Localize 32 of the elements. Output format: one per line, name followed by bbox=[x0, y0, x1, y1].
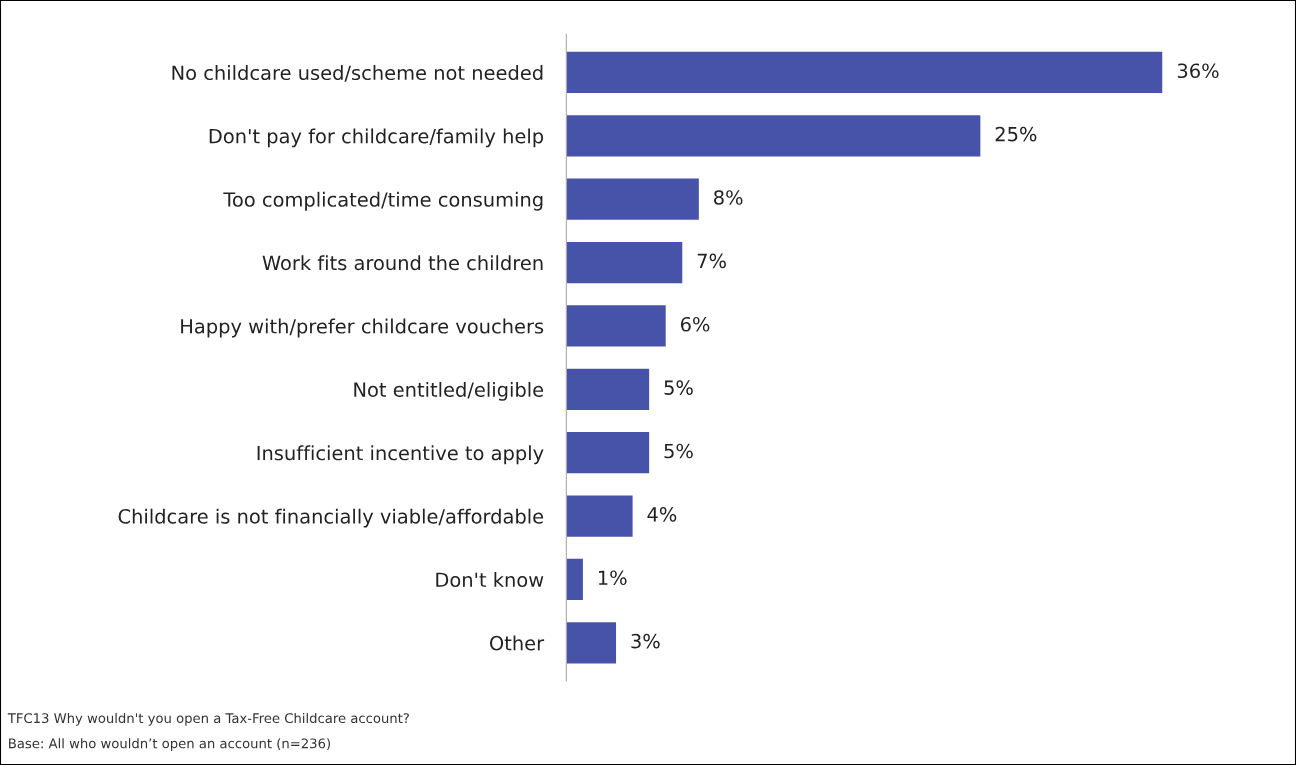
y-tick-label: Not entitled/eligible bbox=[354, 381, 544, 401]
data-label: 7% bbox=[697, 253, 726, 269]
bar bbox=[566, 178, 699, 220]
bar bbox=[566, 622, 617, 664]
data-label: 5% bbox=[664, 443, 693, 459]
text: TFC13 Why wouldn't you open a Tax-Free Childcare account? bbox=[7, 712, 409, 726]
data-label: 6% bbox=[680, 316, 710, 332]
data-label: 3% bbox=[631, 633, 660, 649]
data-label: 4% bbox=[647, 507, 677, 522]
bar bbox=[566, 115, 981, 157]
bar bbox=[566, 558, 583, 601]
bar bbox=[566, 495, 633, 537]
data-label: 1% bbox=[598, 570, 627, 586]
bar bbox=[566, 368, 650, 410]
y-tick-label: Don't pay for childcare/family help bbox=[209, 128, 544, 148]
bar bbox=[566, 241, 683, 284]
text: Base: All who wouldn’t open an account (n=236) bbox=[9, 738, 330, 751]
bar bbox=[566, 305, 666, 347]
y-tick-label: Childcare is not financially viable/affordable bbox=[118, 508, 544, 528]
y-tick-label: No childcare used/scheme not needed bbox=[172, 65, 543, 82]
data-label: 8% bbox=[714, 190, 743, 205]
bar bbox=[566, 51, 1163, 94]
data-label: 5% bbox=[664, 380, 693, 395]
y-tick-label: Other bbox=[490, 635, 545, 651]
y-tick-label: Too complicated/time consuming bbox=[223, 191, 543, 211]
y-tick-label: Happy with/prefer childcare vouchers bbox=[181, 318, 544, 338]
y-tick-label: Insufficient incentive to apply bbox=[257, 445, 544, 465]
data-label: 36% bbox=[1177, 63, 1219, 79]
data-label: 25% bbox=[995, 126, 1037, 142]
bar bbox=[566, 432, 650, 474]
y-tick-label: Work fits around the children bbox=[262, 255, 543, 271]
y-tick-label: Don't know bbox=[436, 572, 544, 588]
